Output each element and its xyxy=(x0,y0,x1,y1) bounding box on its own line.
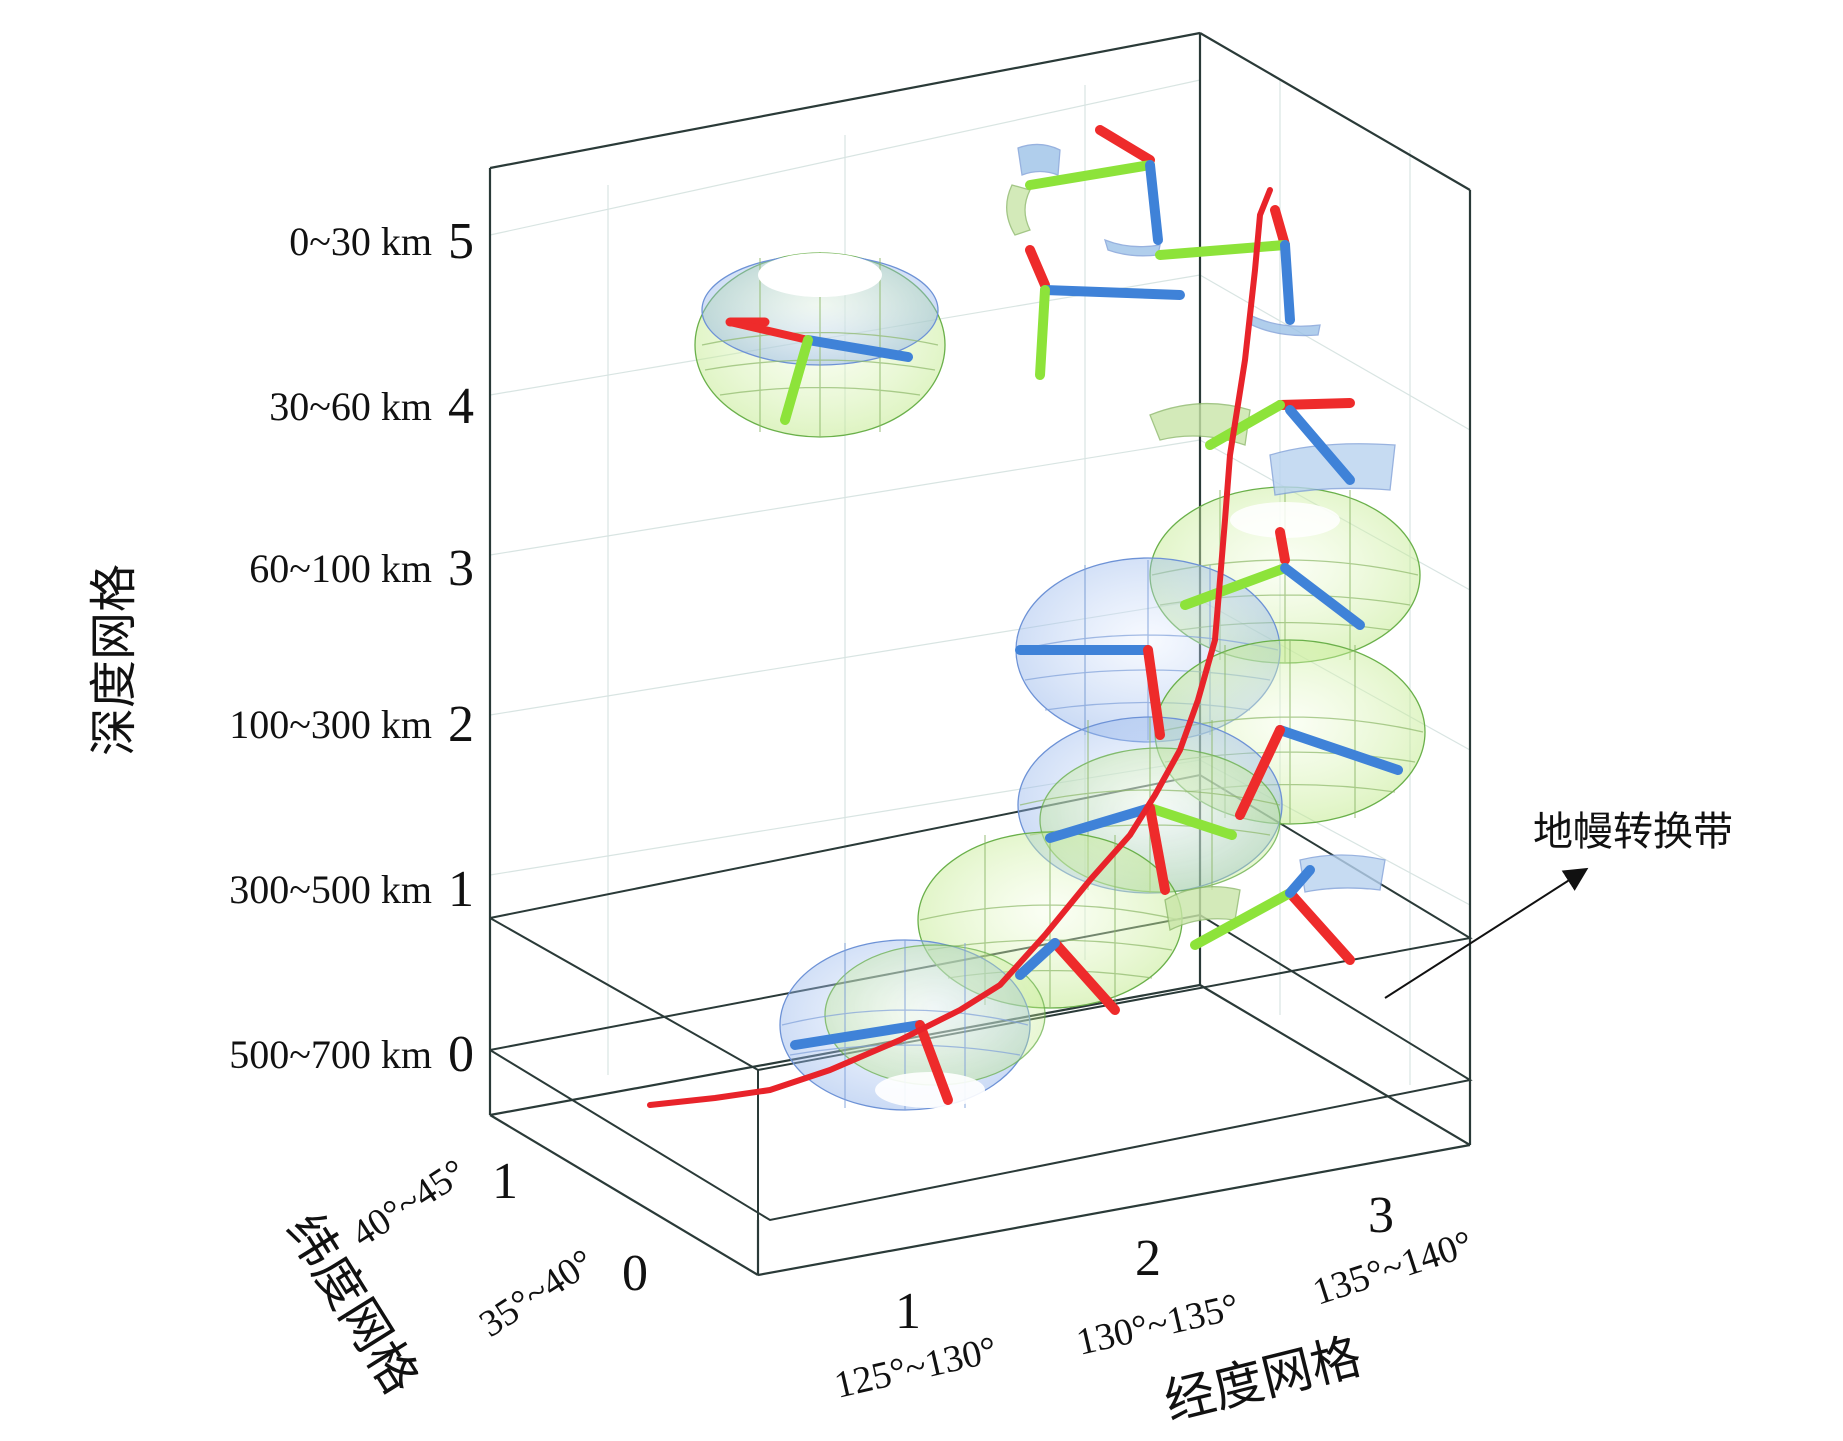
depth-tick-range: 0~30 km xyxy=(289,219,432,264)
longitude-tick-range: 130°~135° xyxy=(1073,1286,1243,1364)
longitude-tick-index: 3 xyxy=(1368,1187,1394,1244)
longitude-axis-title: 经度网格 xyxy=(1159,1327,1367,1432)
longitude-tick-index: 1 xyxy=(895,1283,921,1340)
depth-tick-index: 0 xyxy=(448,1026,474,1083)
depth-tick-index: 5 xyxy=(448,213,474,270)
depth-tick-index: 1 xyxy=(448,861,474,918)
depth-axis-title: 深度网格 xyxy=(86,564,142,756)
depth-tick-range: 300~500 km xyxy=(229,867,432,912)
longitude-axis: 1 125°~130° 2 130°~135° 3 135°~140° 经度网格 xyxy=(831,1187,1478,1432)
depth-tick-index: 3 xyxy=(448,540,474,597)
latitude-tick-range: 35°~40° xyxy=(472,1241,601,1345)
latitude-tick-range: 40°~45° xyxy=(344,1151,473,1255)
depth-axis: 深度网格 0~30 km 5 30~60 km 4 60~100 km 3 10… xyxy=(86,213,474,1083)
depth-tick-index: 2 xyxy=(448,696,474,753)
longitude-tick-range: 125°~130° xyxy=(831,1329,1001,1407)
latitude-axis: 40°~45° 1 35°~40° 0 纬度网格 xyxy=(275,1151,648,1404)
longitude-tick-index: 2 xyxy=(1135,1230,1161,1287)
slab-trajectory-curve xyxy=(647,187,1273,1108)
principal-stress-axes xyxy=(725,125,1403,1105)
depth-tick-range: 500~700 km xyxy=(229,1032,432,1077)
depth-tick-range: 100~300 km xyxy=(229,702,432,747)
latitude-tick-index: 1 xyxy=(492,1153,518,1210)
annotation-arrow xyxy=(1384,867,1589,999)
depth-tick-index: 4 xyxy=(448,378,474,435)
depth-tick-range: 30~60 km xyxy=(269,384,432,429)
annotation-label: 地幔转换带 xyxy=(1533,809,1733,855)
depth-tick-range: 60~100 km xyxy=(249,546,432,591)
latitude-tick-index: 0 xyxy=(622,1245,648,1302)
